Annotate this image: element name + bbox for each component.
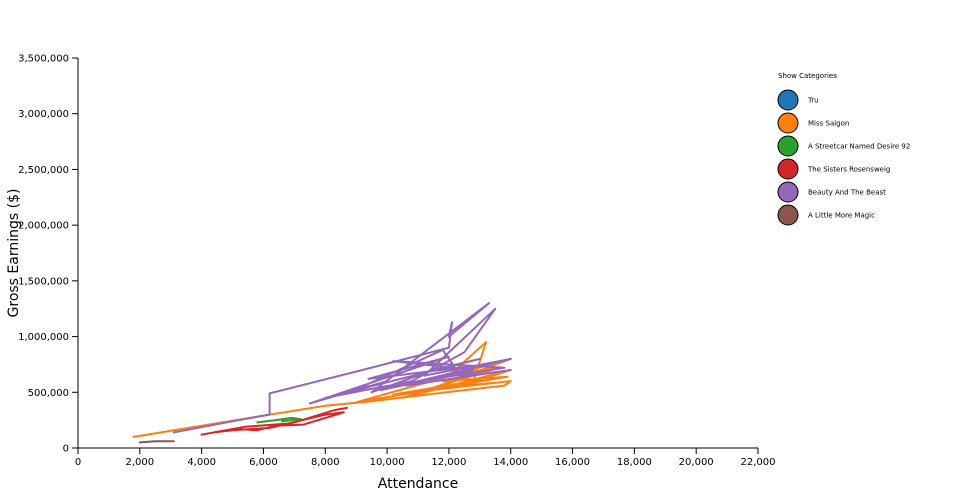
y-axis: 0 500,000 1,000,000 1,500,000 2,000,000 2,500… [18,54,79,455]
x-tick-label: 12,000 [431,457,466,468]
x-tick-label: 18,000 [617,457,652,468]
x-tick-label: 20,000 [679,457,714,468]
x-tick-label: 16,000 [555,457,590,468]
legend: Show Categories Tru Miss Saigon A Streetca… [777,72,910,226]
legend-label: Tru [807,97,819,105]
y-tick-label: 2,500,000 [18,165,69,176]
legend-swatch [777,158,799,180]
legend-swatch [777,181,799,203]
x-tick-label: 14,000 [493,457,528,468]
series-line-3 [200,406,348,436]
y-tick-label: 2,000,000 [18,221,69,232]
x-tick-label: 8,000 [311,457,340,468]
x-tick-label: 4,000 [187,457,216,468]
legend-label: A Streetcar Named Desire 92 [808,143,910,151]
y-tick-label: 500,000 [28,388,69,399]
y-tick-label: 3,500,000 [18,54,69,65]
legend-swatch [777,204,799,226]
legend-label: Miss Saigon [808,120,849,128]
series-line-1 [132,341,512,438]
y-tick-label: 0 [63,444,69,455]
x-axis: 0 2,000 4,000 6,000 8,000 10,000 12,000 14,000 1… [75,447,776,468]
series-line-4 [172,302,512,434]
x-axis-title: Attendance [378,476,458,492]
series-line-5 [138,440,175,444]
legend-title: Show Categories [778,72,837,80]
legend-swatch [777,135,799,157]
y-tick-label: 1,000,000 [18,332,69,343]
y-tick-label: 1,500,000 [18,276,69,287]
y-axis-title: Gross Earnings ($) [6,189,22,318]
series-line-2 [256,416,302,424]
y-tick-label: 3,000,000 [18,109,69,120]
legend-label: Beauty And The Beast [808,189,886,197]
x-tick-label: 2,000 [125,457,154,468]
legend-label: A Little More Magic [808,212,875,220]
x-tick-label: 6,000 [249,457,278,468]
legend-swatch [777,89,799,111]
x-tick-label: 10,000 [370,457,405,468]
x-tick-label: 22,000 [741,457,776,468]
plot-area [132,302,512,444]
x-tick-label: 0 [75,457,81,468]
legend-label: The Sisters Rosensweig [807,166,890,174]
legend-swatch [777,112,799,134]
